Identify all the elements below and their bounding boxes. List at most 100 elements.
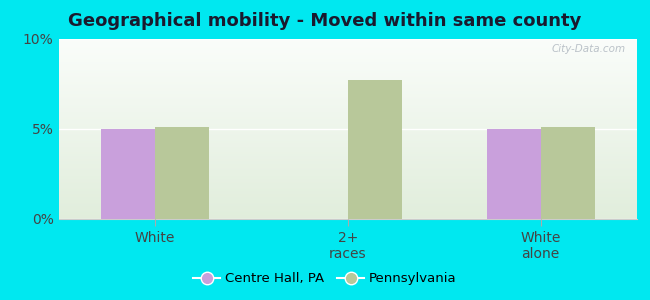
Bar: [58, 134, 637, 135]
Bar: [58, 77, 637, 78]
Bar: [58, 85, 637, 86]
Bar: [58, 205, 637, 206]
Bar: [58, 215, 637, 216]
Bar: [58, 66, 637, 67]
Bar: [58, 164, 637, 165]
Text: City-Data.com: City-Data.com: [551, 44, 625, 54]
Bar: [58, 55, 637, 56]
Bar: [58, 86, 637, 87]
Bar: [58, 44, 637, 45]
Bar: [58, 217, 637, 218]
Bar: [58, 118, 637, 119]
Bar: [58, 56, 637, 57]
Bar: [58, 196, 637, 197]
Bar: [58, 148, 637, 149]
Bar: [58, 169, 637, 170]
Bar: [58, 73, 637, 74]
Bar: [58, 95, 637, 96]
Bar: [58, 137, 637, 138]
Bar: [58, 191, 637, 192]
Bar: [58, 197, 637, 198]
Bar: [58, 213, 637, 214]
Bar: [58, 149, 637, 150]
Bar: [58, 157, 637, 158]
Bar: [58, 200, 637, 201]
Bar: [58, 144, 637, 145]
Bar: [58, 140, 637, 141]
Bar: [58, 146, 637, 147]
Bar: [58, 202, 637, 203]
Bar: [58, 104, 637, 105]
Bar: [58, 119, 637, 120]
Bar: [58, 96, 637, 97]
Bar: [58, 64, 637, 65]
Bar: [58, 176, 637, 177]
Bar: [58, 124, 637, 125]
Bar: [58, 58, 637, 59]
Bar: [58, 214, 637, 215]
Bar: [58, 75, 637, 76]
Bar: [58, 193, 637, 194]
Bar: [58, 167, 637, 168]
Bar: [58, 112, 637, 113]
Bar: [58, 168, 637, 169]
Bar: [58, 88, 637, 89]
Bar: [58, 70, 637, 71]
Bar: [58, 122, 637, 123]
Bar: [58, 172, 637, 173]
Bar: [58, 179, 637, 180]
Bar: [58, 192, 637, 193]
Bar: [58, 45, 637, 46]
Bar: [58, 189, 637, 190]
Bar: [58, 173, 637, 174]
Bar: [58, 114, 637, 115]
Bar: [58, 52, 637, 53]
Bar: [58, 99, 637, 100]
Bar: [58, 60, 637, 61]
Bar: [58, 120, 637, 121]
Bar: [58, 63, 637, 64]
Bar: [58, 65, 637, 66]
Bar: [58, 175, 637, 176]
Bar: [58, 199, 637, 200]
Bar: [58, 182, 637, 183]
Bar: [58, 154, 637, 155]
Bar: [58, 91, 637, 92]
Bar: [58, 136, 637, 137]
Bar: [58, 166, 637, 167]
Bar: [58, 138, 637, 139]
Bar: [58, 203, 637, 204]
Bar: [58, 84, 637, 85]
Bar: [58, 100, 637, 101]
Bar: [58, 57, 637, 58]
Bar: [58, 127, 637, 128]
Bar: [58, 67, 637, 68]
Bar: [58, 68, 637, 69]
Bar: [58, 160, 637, 161]
Bar: [58, 103, 637, 104]
Bar: [58, 143, 637, 144]
Bar: [58, 163, 637, 164]
Bar: [58, 123, 637, 124]
Bar: [58, 50, 637, 51]
Bar: [58, 61, 637, 62]
Bar: [58, 139, 637, 140]
Bar: [58, 113, 637, 114]
Bar: [58, 159, 637, 160]
Bar: [58, 185, 637, 186]
Bar: [58, 150, 637, 151]
Bar: [58, 156, 637, 157]
Bar: [58, 46, 637, 47]
Bar: [58, 125, 637, 126]
Bar: [58, 53, 637, 54]
Bar: [58, 48, 637, 49]
Bar: [58, 178, 637, 179]
Bar: [58, 151, 637, 152]
Bar: [58, 108, 637, 109]
Bar: [58, 101, 637, 102]
Bar: [58, 165, 637, 166]
Bar: [58, 94, 637, 95]
Bar: [58, 158, 637, 159]
Bar: [58, 39, 637, 40]
Bar: [58, 210, 637, 211]
